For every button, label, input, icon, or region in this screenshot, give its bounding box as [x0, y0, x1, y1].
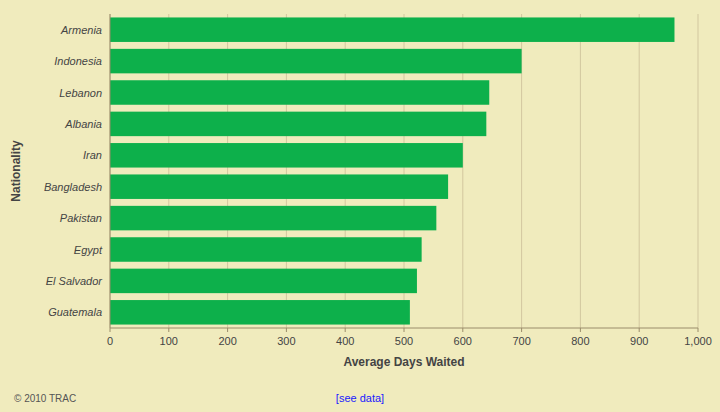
tick-label: 100	[160, 335, 178, 347]
chart-container: 0 100 200 300 400 500 600 700 800 900 1,000 Armenia…	[0, 0, 720, 412]
y-ticks: Armenia Indonesia Lebanon Albania Iran Bangla…	[44, 24, 103, 319]
bars	[110, 17, 674, 324]
footer-credit: © 2010 TRAC	[14, 393, 76, 404]
grid-line	[639, 14, 640, 328]
tick-label: 300	[277, 335, 295, 347]
tick-label: 0	[107, 335, 113, 347]
category-label: Egypt	[74, 244, 103, 256]
tick-mark	[168, 328, 169, 332]
tick-mark	[639, 328, 640, 332]
background	[0, 0, 720, 412]
bar	[110, 206, 436, 230]
bar	[110, 80, 489, 104]
category-label: Iran	[83, 149, 102, 161]
bar	[110, 49, 522, 73]
y-axis-line	[110, 14, 111, 328]
grid-line	[110, 14, 111, 328]
tick-mark	[110, 328, 111, 332]
tick-label: 800	[571, 335, 589, 347]
category-label: Bangladesh	[44, 181, 102, 193]
tick-mark	[698, 328, 699, 332]
tick-label: 1,000	[684, 335, 712, 347]
bar	[110, 269, 417, 293]
chart: 0 100 200 300 400 500 600 700 800 900 1,000 Armenia…	[0, 0, 720, 412]
tick-label: 500	[395, 335, 413, 347]
category-label: Albania	[64, 118, 102, 130]
category-label: Lebanon	[59, 87, 102, 99]
x-axis-title: Average Days Waited	[343, 355, 464, 369]
x-axis-line	[110, 328, 698, 329]
tick-mark	[462, 328, 463, 332]
bar	[110, 112, 486, 136]
tick-label: 400	[336, 335, 354, 347]
bar	[110, 237, 422, 261]
x-ticks: 0 100 200 300 400 500 600 700 800 900 1,000	[107, 328, 712, 347]
tick-label: 900	[630, 335, 648, 347]
grid	[110, 14, 698, 328]
bar	[110, 174, 448, 198]
category-label: Guatemala	[48, 306, 102, 318]
y-axis-title: Nationality	[9, 140, 23, 202]
bar	[110, 17, 674, 41]
category-label: Indonesia	[54, 55, 102, 67]
footer-link: [see data]	[336, 392, 384, 404]
category-label: Armenia	[60, 24, 102, 36]
bar	[110, 300, 410, 324]
tick-mark	[345, 328, 346, 332]
tick-label: 600	[454, 335, 472, 347]
grid-line	[580, 14, 581, 328]
category-label: Pakistan	[60, 212, 102, 224]
grid-line	[698, 14, 699, 328]
tick-label: 200	[218, 335, 236, 347]
tick-mark	[227, 328, 228, 332]
tick-mark	[286, 328, 287, 332]
tick-mark	[521, 328, 522, 332]
tick-mark	[404, 328, 405, 332]
bar	[110, 143, 463, 167]
category-label: El Salvador	[46, 275, 104, 287]
tick-mark	[580, 328, 581, 332]
tick-label: 700	[512, 335, 530, 347]
